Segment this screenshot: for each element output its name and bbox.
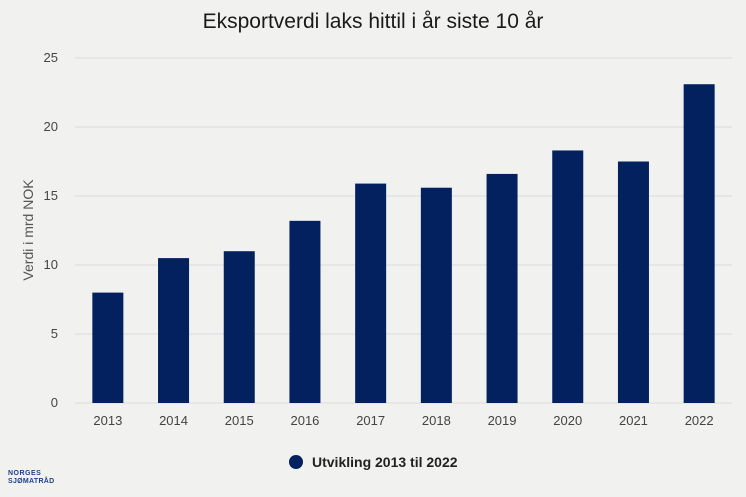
x-tick-label: 2021 xyxy=(619,413,648,428)
legend-swatch xyxy=(289,455,303,469)
x-tick-label: 2015 xyxy=(225,413,254,428)
x-tick-label: 2022 xyxy=(685,413,714,428)
y-tick-label: 25 xyxy=(44,50,58,65)
x-tick-label: 2014 xyxy=(159,413,188,428)
bar-2021[interactable] xyxy=(617,161,649,404)
legend-label: Utvikling 2013 til 2022 xyxy=(312,454,458,470)
x-tick-label: 2016 xyxy=(290,413,319,428)
norges-sjomatrad-logo: NORGES SJØMATRÅD xyxy=(8,470,55,486)
y-tick-label: 0 xyxy=(51,395,58,410)
x-tick-label: 2017 xyxy=(356,413,385,428)
x-tick-label: 2020 xyxy=(553,413,582,428)
bar-2015[interactable] xyxy=(223,251,255,403)
bar-2017[interactable] xyxy=(355,183,387,403)
logo-line-1: NORGES xyxy=(8,470,42,477)
bar-2014[interactable] xyxy=(158,258,190,403)
bar-2016[interactable] xyxy=(289,220,321,403)
y-axis-ticks: 0 5 10 15 20 25 xyxy=(44,50,58,410)
y-tick-label: 15 xyxy=(44,188,58,203)
bar-2020[interactable] xyxy=(552,150,584,403)
legend[interactable]: Utvikling 2013 til 2022 xyxy=(289,454,458,470)
x-tick-label: 2013 xyxy=(93,413,122,428)
y-tick-label: 10 xyxy=(44,257,58,272)
bar-2022[interactable] xyxy=(683,84,715,403)
bar-2019[interactable] xyxy=(486,173,518,403)
bar-2013[interactable] xyxy=(92,292,124,403)
logo-line-2: SJØMATRÅD xyxy=(8,478,55,485)
chart-title: Eksportverdi laks hittil i år siste 10 å… xyxy=(203,10,544,33)
bars xyxy=(92,84,715,404)
bar-2018[interactable] xyxy=(420,187,452,403)
x-axis-ticks: 2013 2014 2015 2016 2017 2018 2019 2020 2021 2022 xyxy=(93,413,713,428)
y-tick-label: 20 xyxy=(44,119,58,134)
x-tick-label: 2018 xyxy=(422,413,451,428)
y-tick-label: 5 xyxy=(51,326,58,341)
y-axis-label: Verdi i mrd NOK xyxy=(20,179,36,281)
x-tick-label: 2019 xyxy=(488,413,517,428)
